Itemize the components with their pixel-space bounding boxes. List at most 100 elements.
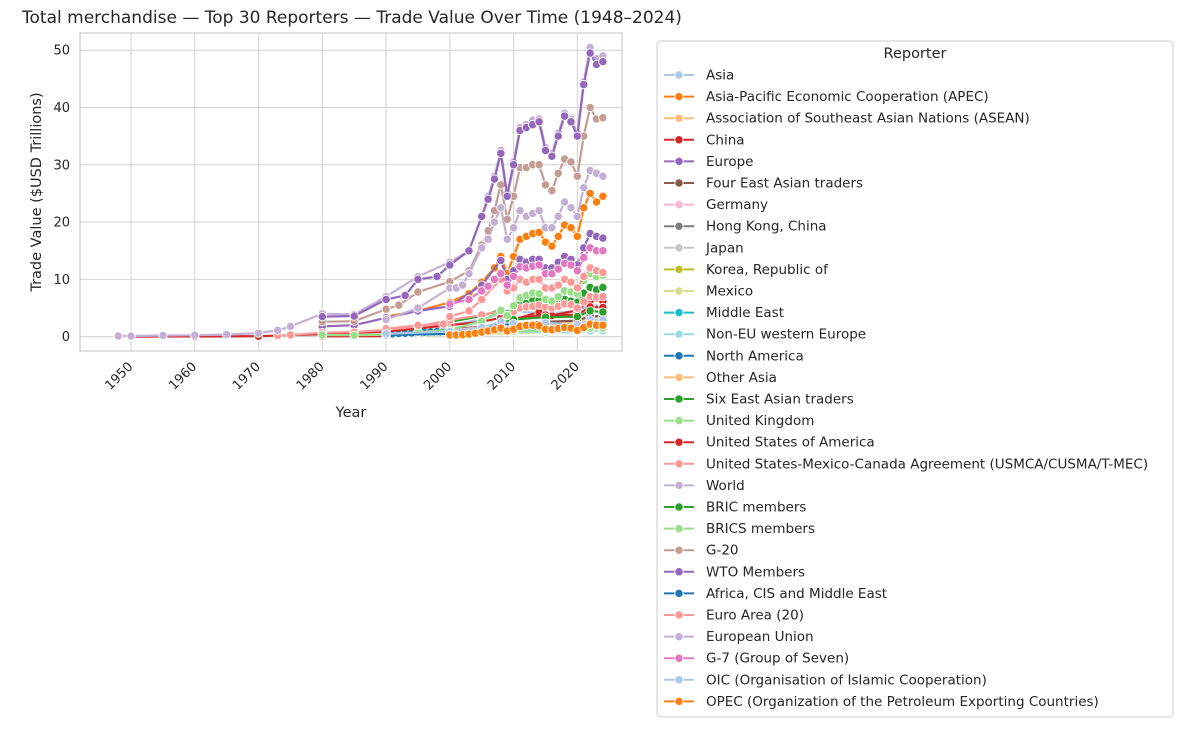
data-point	[464, 268, 474, 279]
data-point	[464, 294, 474, 305]
data-point	[477, 243, 487, 253]
data-point	[553, 264, 563, 274]
data-point	[572, 211, 583, 222]
legend-item: BRICS members	[664, 521, 815, 537]
data-point	[598, 267, 608, 278]
series-line	[445, 319, 608, 340]
legend-item: Non-EU western Europe	[664, 327, 866, 343]
legend-item: Asia	[664, 68, 734, 84]
data-point	[585, 306, 595, 316]
legend-item: Africa, CIS and Middle East	[664, 586, 887, 602]
data-point	[317, 330, 327, 340]
legend-item: Four East Asian traders	[664, 176, 863, 192]
series-line	[381, 165, 608, 325]
legend-label: Asia	[706, 68, 734, 84]
legend-item: G-20	[664, 543, 739, 559]
data-point	[445, 311, 455, 322]
legend-item: G-7 (Group of Seven)	[664, 651, 849, 667]
data-point	[285, 321, 296, 332]
data-point	[553, 168, 563, 179]
y-axis-ticks: 0 10 20 30 40 50	[53, 44, 70, 345]
legend-item: WTO Members	[664, 564, 805, 580]
legend-marker	[674, 243, 684, 253]
data-point	[534, 160, 544, 170]
legend-item: OIC (Organisation of Islamic Cooperation…	[664, 672, 987, 688]
legend-label: Middle East	[706, 305, 784, 321]
legend-label: Other Asia	[706, 370, 777, 386]
data-point	[547, 241, 557, 251]
legend-label: Hong Kong, China	[706, 219, 827, 235]
legend-label: Germany	[706, 197, 768, 213]
legend-item: Six East Asian traders	[664, 392, 854, 408]
data-point	[572, 131, 583, 141]
data-point	[566, 223, 576, 233]
data-point	[381, 314, 391, 325]
series-layer	[113, 42, 608, 342]
data-point	[381, 329, 391, 339]
legend-marker	[674, 221, 684, 231]
legend-marker	[674, 135, 684, 145]
data-point	[253, 328, 264, 338]
legend-marker	[674, 567, 684, 577]
data-point	[572, 231, 583, 242]
data-point	[496, 305, 506, 315]
data-point	[483, 281, 493, 291]
data-point	[559, 197, 570, 207]
data-point	[553, 211, 563, 222]
legend-label: Euro Area (20)	[706, 608, 804, 624]
data-point	[515, 205, 525, 216]
data-point	[438, 319, 449, 329]
y-tick-label: 40	[53, 101, 70, 116]
legend-label: North America	[706, 348, 804, 364]
legend-label: Non-EU western Europe	[706, 327, 866, 343]
data-point	[502, 310, 512, 321]
y-axis-label: Trade Value ($USD Trillions)	[29, 92, 45, 292]
data-point	[508, 301, 519, 311]
data-point	[126, 331, 136, 341]
data-point	[585, 188, 595, 199]
legend-marker	[674, 675, 684, 685]
data-point	[222, 329, 232, 340]
data-point	[502, 280, 512, 290]
data-point	[598, 246, 608, 256]
data-point	[553, 291, 563, 302]
legend-item: Euro Area (20)	[664, 608, 804, 624]
data-point	[540, 145, 551, 156]
legend-item: Middle East	[664, 305, 784, 321]
y-tick-label: 20	[53, 216, 70, 231]
legend-item: European Union	[664, 629, 814, 645]
legend-marker	[674, 199, 684, 210]
legend-item: World	[664, 478, 745, 494]
legend-marker	[674, 610, 684, 620]
data-point	[559, 111, 570, 121]
data-point	[598, 191, 608, 201]
legend-marker	[674, 696, 684, 707]
legend-label: Four East Asian traders	[706, 176, 863, 192]
data-point	[534, 117, 544, 127]
legend-marker	[674, 523, 684, 534]
data-point	[579, 271, 589, 282]
legend-marker	[674, 351, 684, 361]
legend-title: Reporter	[884, 46, 947, 62]
data-point	[489, 274, 500, 285]
legend-item: Other Asia	[664, 370, 777, 386]
y-tick-label: 10	[53, 273, 70, 288]
legend-label: Europe	[706, 154, 753, 170]
data-point	[540, 180, 551, 190]
legend-marker	[674, 502, 684, 512]
legend-item: Germany	[664, 197, 768, 213]
data-point	[585, 102, 595, 113]
legend-label: WTO Members	[706, 564, 805, 580]
data-point	[508, 223, 519, 233]
data-point	[502, 234, 512, 244]
y-tick-label: 50	[53, 44, 70, 59]
legend-box	[656, 40, 1174, 718]
legend-marker	[674, 415, 684, 426]
data-point	[547, 268, 557, 279]
legend-item: Association of Southeast Asian Nations (…	[664, 111, 1030, 127]
data-point	[496, 203, 506, 213]
legend-marker	[674, 178, 684, 188]
legend: Reporter Asia Asia-Pacific Economic Coope…	[656, 40, 1174, 718]
legend-marker	[674, 459, 684, 469]
